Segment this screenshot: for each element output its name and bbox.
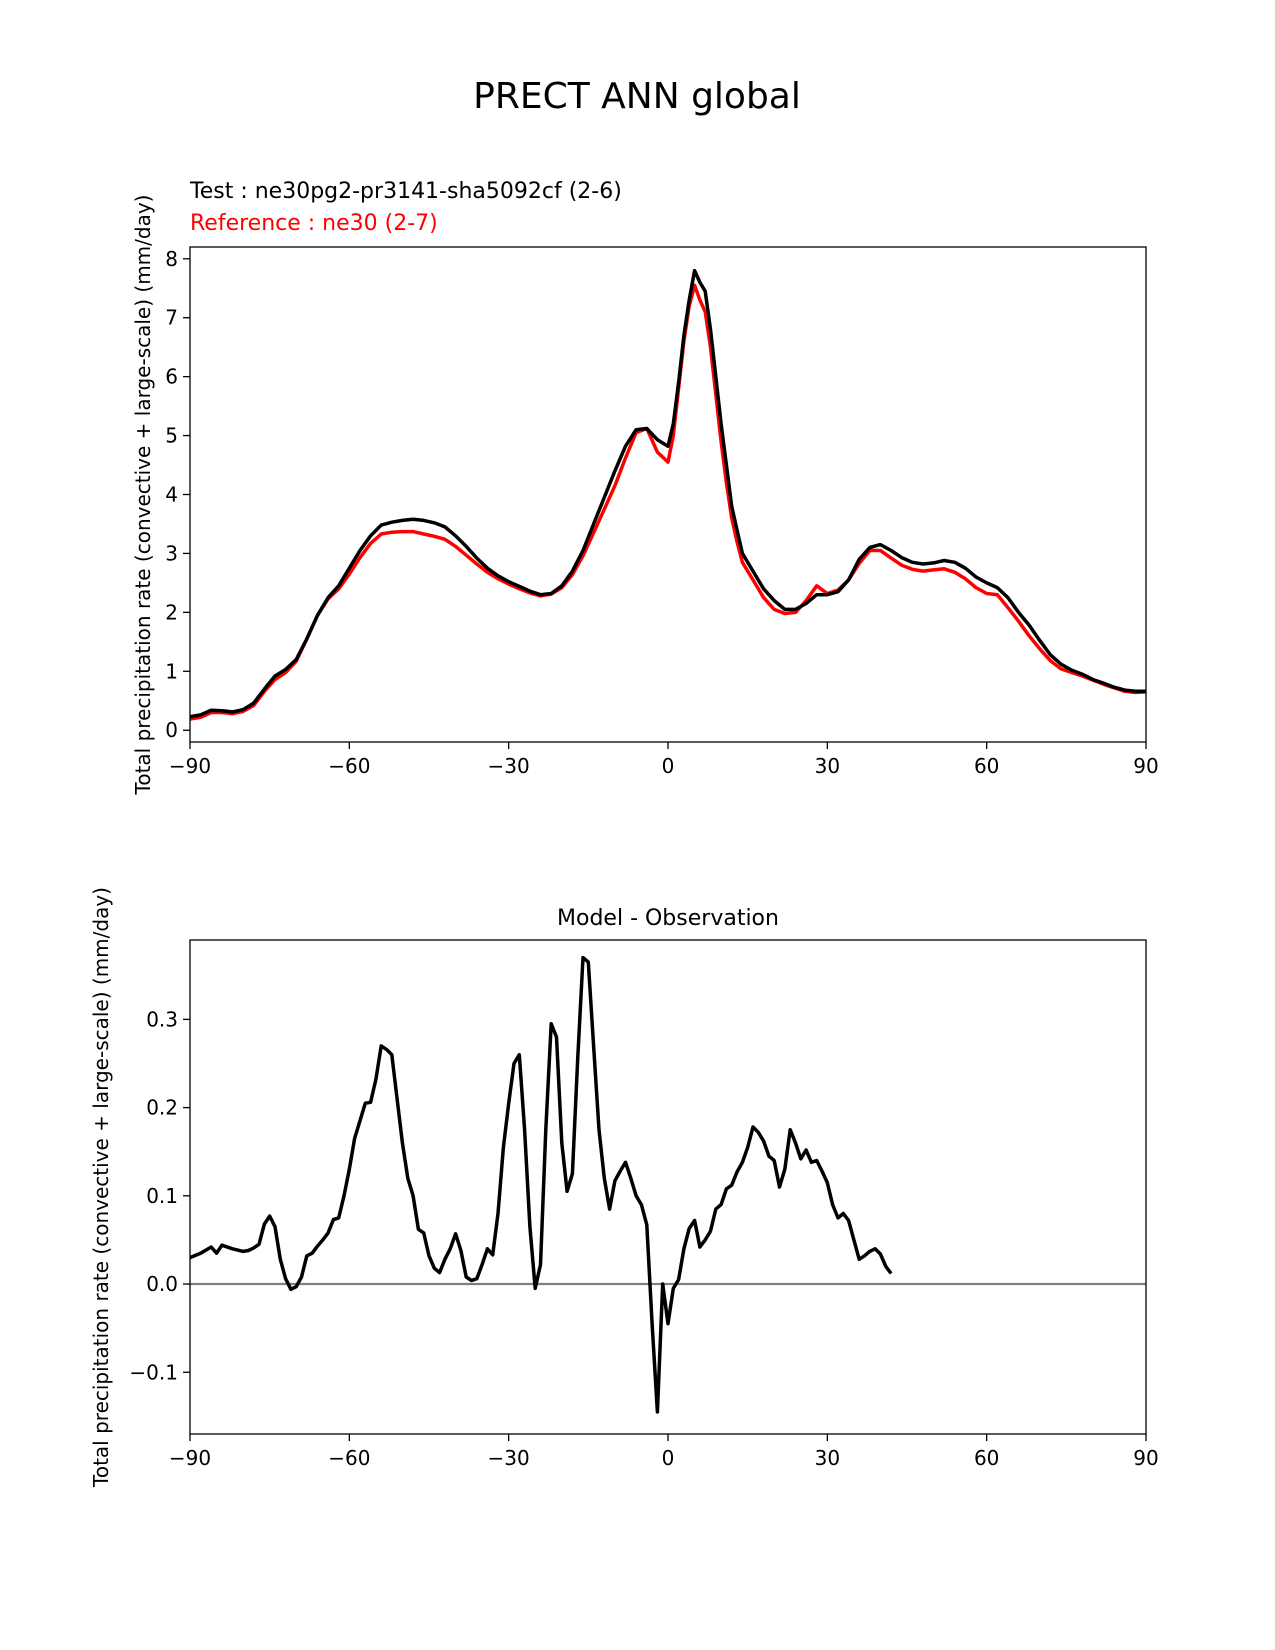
x-tick-label: −60 [328,1446,370,1470]
series-line-reference [189,283,1147,721]
y-tick-label: 8 [165,247,178,271]
x-tick-label: −30 [488,1446,530,1470]
top-chart: −90 −60 −30 0 30 60 90 0 1 2 3 4 5 6 7 8 Total precipita… [131,179,1159,795]
y-tick-label: 1 [165,659,178,683]
y-tick-label: 0.0 [146,1272,178,1296]
x-tick-label: −90 [169,1446,211,1470]
x-tick-label: −90 [169,754,211,778]
x-tick-label: 30 [815,754,840,778]
y-tick-label: 5 [165,424,178,448]
y-tick-label: 0.2 [146,1096,178,1120]
x-tick-label: 0 [662,754,675,778]
x-tick-label: −60 [328,754,370,778]
x-tick-label: 60 [974,1446,999,1470]
x-tick-label: 90 [1133,1446,1158,1470]
axes-frame [189,939,1147,1435]
y-tick-label: 7 [165,306,178,330]
y-tick-label: 6 [165,365,178,389]
y-tick-label: 0.3 [146,1007,178,1031]
y-tick-label: 2 [165,600,178,624]
series-line-test [189,955,893,1414]
series-line-test [189,268,1146,719]
legend-reference: Reference : ne30 (2-7) [190,211,438,236]
figure-title: PRECT ANN global [473,76,801,117]
x-tick-label: 90 [1133,754,1158,778]
legend-test: Test : ne30pg2-pr3141-sha5092cf (2-6) [189,179,622,204]
y-axis-label: Total precipitation rate (convective + l… [131,195,155,796]
x-tick-label: 0 [662,1446,675,1470]
axes-frame [189,246,1147,743]
y-axis-label: Total precipitation rate (convective + l… [89,887,113,1488]
y-tick-label: 3 [165,541,178,565]
y-tick-label: 0.1 [146,1184,178,1208]
x-tick-label: 30 [815,1446,840,1470]
x-tick-label: 60 [974,754,999,778]
difference-chart: −90 −60 −30 0 30 60 90 −0.1 0.0 0.1 0.2 0.3 Total pr… [89,887,1159,1488]
y-tick-label: 4 [165,483,178,507]
subplot-title: Model - Observation [557,906,779,931]
y-tick-label: 0 [165,718,178,742]
y-tick-label: −0.1 [129,1360,178,1384]
x-tick-label: −30 [488,754,530,778]
